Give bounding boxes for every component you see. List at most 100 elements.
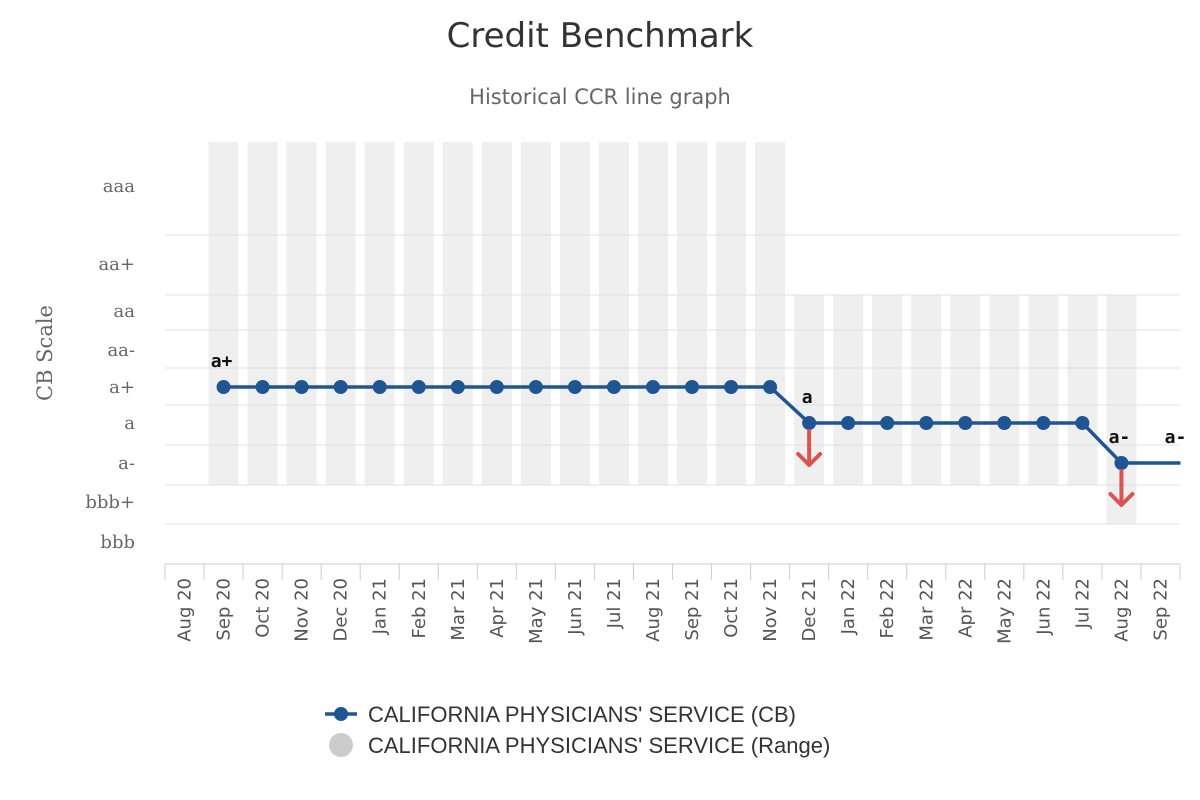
x-tick-label: Jul 22 <box>1072 578 1093 629</box>
range-bar <box>1067 295 1098 485</box>
legend-item-range[interactable]: CALIFORNIA PHYSICIANS' SERVICE (Range) <box>329 733 830 758</box>
y-tick-label: bbb+ <box>85 492 135 513</box>
x-tick-label: Nov 21 <box>760 578 781 642</box>
cb-point <box>802 416 817 430</box>
cb-point <box>528 380 543 394</box>
range-bar <box>481 142 512 485</box>
cb-point <box>489 380 504 394</box>
x-tick-label: Nov 20 <box>292 578 313 642</box>
range-bar <box>1028 295 1059 485</box>
chart-subtitle: Historical CCR line graph <box>469 85 731 109</box>
cb-point <box>411 380 426 394</box>
range-bar <box>403 142 434 485</box>
x-tick-label: Aug 21 <box>643 578 664 642</box>
x-tick-label: May 22 <box>994 578 1015 644</box>
cb-point <box>645 380 660 394</box>
cb-point <box>606 380 621 394</box>
x-tick-label: Apr 22 <box>955 578 976 638</box>
x-tick-label: May 21 <box>526 578 547 644</box>
legend[interactable]: CALIFORNIA PHYSICIANS' SERVICE (CB) CALIF… <box>325 702 830 758</box>
x-tick-label: Jul 21 <box>604 578 625 629</box>
range-bar <box>286 142 317 485</box>
cb-point <box>919 416 934 430</box>
x-tick-label: Sep 22 <box>1150 578 1171 641</box>
cb-point <box>1114 456 1129 470</box>
x-axis <box>164 563 1181 580</box>
cb-point <box>880 416 895 430</box>
cb-point <box>1075 416 1090 430</box>
data-labels: a+ a a-a- <box>211 351 1187 448</box>
y-tick-label: aa- <box>107 340 135 361</box>
x-tick-label: Jan 22 <box>838 578 859 635</box>
cb-point <box>294 380 309 394</box>
x-tick-label: Dec 21 <box>799 578 820 641</box>
downgrade-arrow-icon <box>796 429 823 467</box>
data-label: a- <box>1165 427 1187 448</box>
cb-point <box>997 416 1012 430</box>
data-label: a <box>802 387 813 408</box>
range-bar <box>833 295 864 485</box>
cb-point <box>567 380 582 394</box>
cb-point <box>958 416 973 430</box>
x-tick-label: Oct 21 <box>721 578 742 638</box>
x-tick-label: Mar 21 <box>448 578 469 641</box>
range-bar <box>950 295 981 485</box>
y-tick-label: aa <box>114 301 136 322</box>
range-bar <box>559 142 590 485</box>
cb-point <box>255 380 270 394</box>
range-bar <box>716 142 747 485</box>
range-bar <box>364 142 395 485</box>
cb-series <box>216 380 1181 470</box>
x-tick-label: Jan 21 <box>370 578 391 635</box>
data-label: a+ <box>211 351 233 372</box>
range-bar <box>208 142 239 485</box>
range-bar <box>677 142 708 485</box>
chart-title: Credit Benchmark <box>447 16 754 56</box>
range-bar <box>872 295 903 485</box>
range-bar <box>325 142 356 485</box>
legend-range-icon <box>329 733 353 757</box>
cb-point <box>333 380 348 394</box>
range-bar <box>911 295 942 485</box>
grid-lines <box>165 234 1180 525</box>
y-tick-label: aa+ <box>98 254 135 275</box>
cb-point <box>1036 416 1051 430</box>
cb-point <box>450 380 465 394</box>
x-tick-label: Dec 20 <box>331 578 352 641</box>
legend-item-cb[interactable]: CALIFORNIA PHYSICIANS' SERVICE (CB) <box>325 702 796 727</box>
y-tick-label: a- <box>118 453 135 474</box>
x-tick-label: Jun 22 <box>1033 578 1054 636</box>
x-tick-label: Oct 20 <box>253 578 274 638</box>
range-bar <box>989 295 1020 485</box>
y-tick-label: aaa <box>103 176 135 197</box>
range-bar <box>520 142 551 485</box>
range-bar <box>755 142 786 485</box>
downgrade-markers <box>796 429 1135 507</box>
x-tick-label: Sep 21 <box>682 578 703 641</box>
y-axis-title: CB Scale <box>33 305 57 401</box>
x-tick-label: Feb 22 <box>877 578 898 639</box>
cb-point <box>372 380 387 394</box>
range-bar <box>247 142 278 485</box>
cb-point <box>724 380 739 394</box>
x-axis-ticks: Aug 20 Sep 20 Oct 20 Nov 20 Dec 20 Jan 21 Feb … <box>175 578 1172 644</box>
range-bar <box>442 142 473 485</box>
x-tick-label: Sep 20 <box>214 578 235 641</box>
downgrade-arrow-icon <box>1108 469 1135 507</box>
y-tick-label: a <box>124 413 135 434</box>
x-tick-label: Aug 20 <box>175 578 196 642</box>
x-tick-label: Jun 21 <box>565 578 586 636</box>
cb-point <box>763 380 778 394</box>
legend-label-cb: CALIFORNIA PHYSICIANS' SERVICE (CB) <box>368 702 796 727</box>
legend-marker-icon <box>334 707 348 721</box>
range-bars <box>208 142 1137 524</box>
range-bar <box>637 142 668 485</box>
x-tick-label: Aug 22 <box>1111 578 1132 642</box>
y-tick-label: bbb <box>100 532 135 553</box>
cb-point <box>841 416 856 430</box>
cb-point <box>685 380 700 394</box>
range-bar <box>598 142 629 485</box>
cb-point <box>216 380 231 394</box>
